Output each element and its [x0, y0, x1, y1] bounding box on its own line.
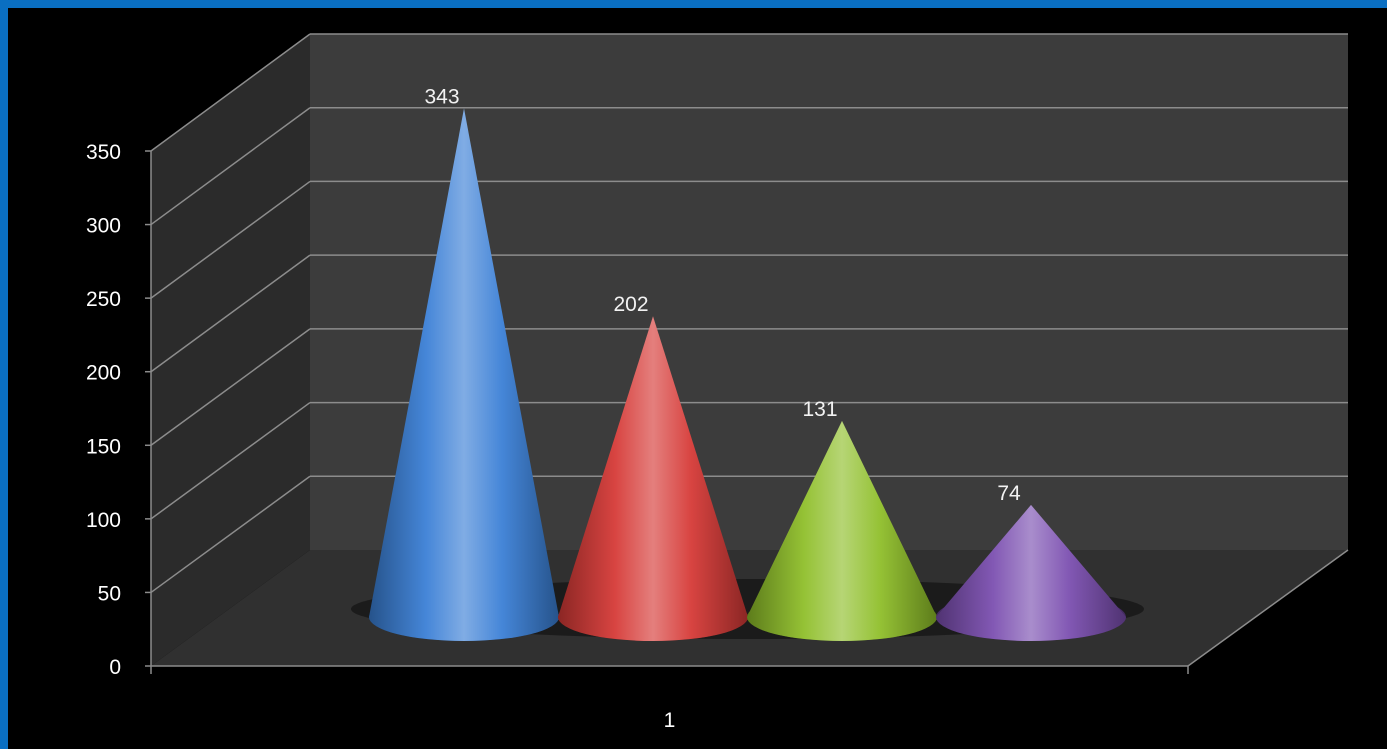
- cone-body: [747, 420, 937, 641]
- axes: [145, 150, 1189, 674]
- y-tick-label: 100: [86, 509, 121, 532]
- y-tick-label: 350: [86, 141, 121, 164]
- y-tick-label: 250: [86, 288, 121, 311]
- chart-walls: [151, 34, 1348, 666]
- x-tick-label: 1: [664, 709, 676, 732]
- y-tick-label: 0: [109, 656, 121, 679]
- gridline-side: [150, 180, 311, 299]
- floor-edge: [1187, 549, 1349, 667]
- y-tick-label: 200: [86, 362, 121, 385]
- gridline-side: [150, 33, 311, 152]
- cone-1: [369, 108, 559, 641]
- cone-body: [558, 316, 748, 641]
- cone-body: [936, 504, 1126, 641]
- cone-2: [558, 316, 748, 641]
- gridline-side: [150, 107, 311, 226]
- y-tick-label: 150: [86, 435, 121, 458]
- gridline-side: [150, 401, 311, 520]
- labels: 0 50 100 150 200 250 300 350 1 343 202 131 74: [86, 85, 1021, 732]
- gridline-side: [150, 475, 311, 594]
- data-label: 202: [613, 293, 648, 316]
- cone-series: [351, 108, 1144, 641]
- data-label: 74: [997, 482, 1021, 505]
- cone-3: [747, 420, 937, 641]
- data-label: 131: [802, 398, 837, 421]
- side-wall: [151, 34, 310, 666]
- data-label: 343: [424, 85, 459, 108]
- back-wall: [310, 34, 1348, 550]
- gridline-side: [150, 328, 311, 446]
- gridline-side: [150, 254, 311, 373]
- y-tick-label: 300: [86, 215, 121, 238]
- y-tick-label: 50: [98, 582, 121, 605]
- cone-4: [936, 504, 1126, 641]
- cone-body: [369, 108, 559, 641]
